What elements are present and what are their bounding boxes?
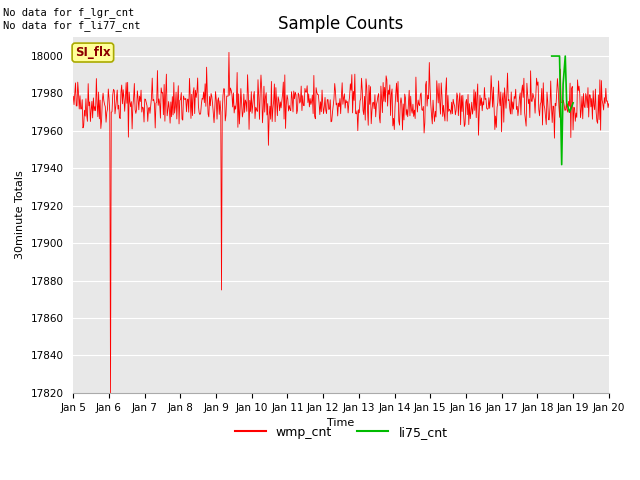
Title: Sample Counts: Sample Counts — [278, 15, 404, 33]
Line: li75_cnt: li75_cnt — [552, 56, 573, 165]
li75_cnt — [552, 53, 560, 59]
wmp_cnt — [408, 107, 415, 113]
li75_cnt — [552, 53, 559, 59]
li75_cnt — [558, 162, 566, 168]
Text: SI_flx: SI_flx — [75, 46, 111, 59]
wmp_cnt — [107, 390, 115, 396]
Legend: wmp_cnt, li75_cnt: wmp_cnt, li75_cnt — [230, 420, 452, 444]
li75_cnt — [548, 53, 556, 59]
Text: No data for f_li77_cnt: No data for f_li77_cnt — [3, 20, 141, 31]
li75_cnt — [569, 100, 577, 106]
li75_cnt — [566, 109, 573, 115]
wmp_cnt — [135, 107, 143, 113]
Y-axis label: 30minute Totals: 30minute Totals — [15, 171, 25, 260]
li75_cnt — [550, 53, 557, 59]
wmp_cnt — [79, 125, 87, 131]
li75_cnt — [563, 100, 570, 106]
li75_cnt — [556, 53, 563, 59]
Line: wmp_cnt: wmp_cnt — [73, 52, 609, 393]
Text: No data for f_lgr_cnt: No data for f_lgr_cnt — [3, 7, 134, 18]
X-axis label: Time: Time — [328, 418, 355, 428]
wmp_cnt — [218, 287, 225, 293]
wmp_cnt — [189, 90, 197, 96]
wmp_cnt — [605, 101, 612, 107]
li75_cnt — [554, 53, 562, 59]
wmp_cnt — [423, 103, 431, 109]
li75_cnt — [553, 53, 561, 59]
li75_cnt — [559, 81, 567, 87]
li75_cnt — [561, 53, 569, 59]
wmp_cnt — [69, 94, 77, 99]
wmp_cnt — [225, 49, 233, 55]
